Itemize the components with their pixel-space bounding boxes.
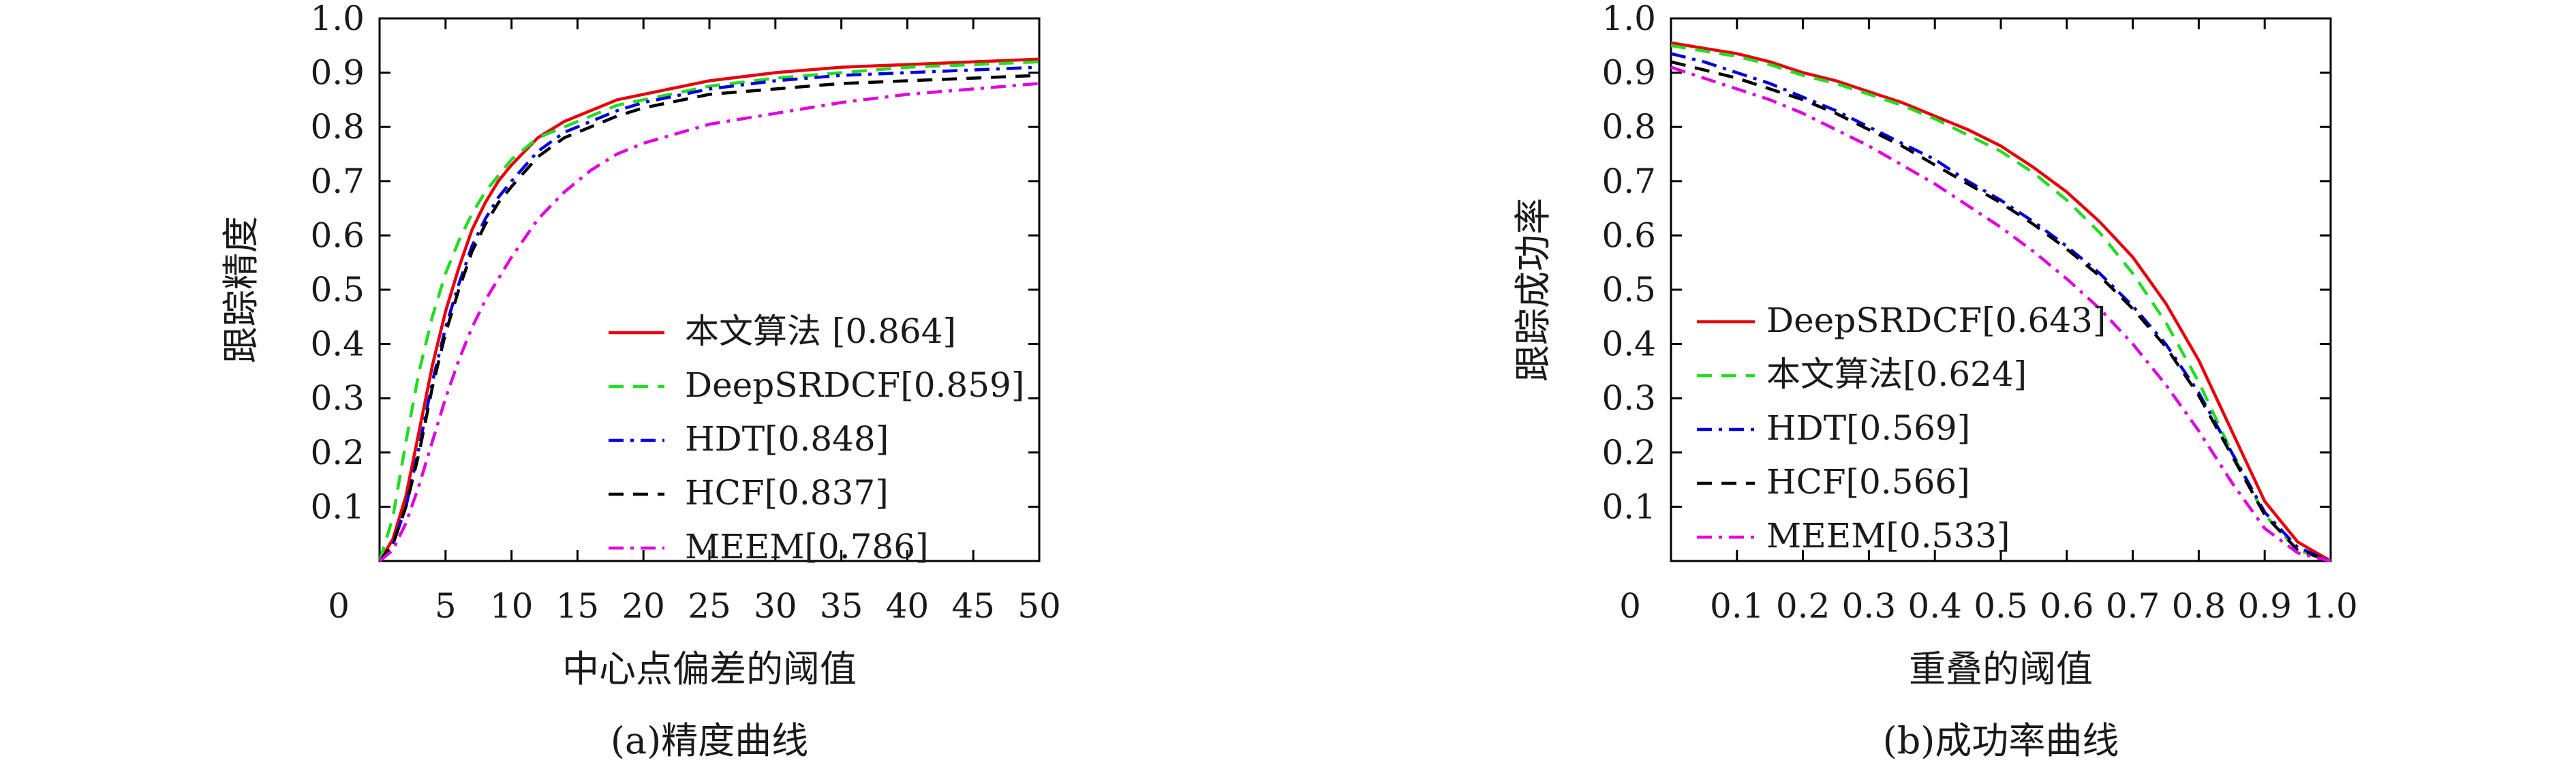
precision-x-tick-label: 0 <box>328 586 350 626</box>
precision-x-tick-label: 10 <box>490 586 534 626</box>
precision-x-tick-label: 20 <box>622 586 665 626</box>
success-y-tick-label: 0.2 <box>1601 433 1656 472</box>
precision-lines <box>378 57 1040 562</box>
success-x-tick-label: 0.7 <box>2106 586 2160 626</box>
precision-y-tick-label: 1.0 <box>310 0 365 38</box>
success-legend-label: HCF[0.566] <box>1766 462 1970 502</box>
success-series-line <box>1670 65 2331 563</box>
precision-legend-label: 本文算法 [0.864] <box>685 312 956 351</box>
success-y-tick-label: 0.9 <box>1601 53 1656 93</box>
success-y-axis-label: 跟踪成功率 <box>1512 198 1554 382</box>
precision-x-tick-label: 25 <box>688 586 731 626</box>
success-y-tick-label: 0.8 <box>1601 107 1656 147</box>
precision-y-tick-label: 0.8 <box>310 107 365 147</box>
precision-series-line <box>378 82 1040 562</box>
precision-legend-label: HCF[0.837] <box>685 473 889 513</box>
success-x-tick-label: 0.4 <box>1907 586 1962 626</box>
precision-y-axis-label: 跟踪精度 <box>219 216 262 363</box>
success-x-tick-label: 0.6 <box>2040 586 2094 626</box>
precision-x-tick-label: 15 <box>556 586 600 626</box>
precision-y-tick-label: 0.3 <box>310 378 365 418</box>
precision-legend-label: HDT[0.848] <box>685 419 889 459</box>
success-x-tick-label: 0.2 <box>1776 586 1830 626</box>
success-series-line <box>1670 41 2332 562</box>
precision-x-axis-label: 中心点偏差的阈值 <box>562 648 857 691</box>
precision-caption: (a)精度曲线 <box>611 719 808 762</box>
precision-series-line <box>378 57 1040 562</box>
success-x-tick-label: 1.0 <box>2303 586 2358 626</box>
success-x-tick-label: 0.9 <box>2237 586 2292 626</box>
success-x-tick-label: 0.5 <box>1974 586 2028 626</box>
precision-y-tick-label: 0.5 <box>310 270 365 309</box>
success-legend-label: HDT[0.569] <box>1766 408 1970 448</box>
success-ticks: 0 0.1 0.2 0.3 0.4 0.5 0.6 0.7 0.8 0.9 1.00.10.20.3… <box>1601 0 2357 626</box>
success-series-line <box>1670 44 2331 563</box>
precision-x-tick-label: 5 <box>435 586 457 626</box>
precision-y-tick-label: 0.2 <box>310 433 365 472</box>
precision-series-line <box>378 65 1040 562</box>
precision-series-line <box>378 74 1040 562</box>
success-caption: (b)成功率曲线 <box>1883 719 2119 762</box>
success-y-tick-label: 0.5 <box>1601 270 1656 309</box>
success-y-tick-label: 0.1 <box>1601 487 1656 526</box>
success-x-axis-label: 重叠的阈值 <box>1909 648 2093 691</box>
success-y-tick-label: 0.4 <box>1601 324 1656 364</box>
precision-x-tick-label: 30 <box>754 586 797 626</box>
success-y-tick-label: 1.0 <box>1601 0 1656 38</box>
success-x-tick-label: 0.1 <box>1710 586 1764 626</box>
success-series-line <box>1670 52 2331 563</box>
precision-y-tick-label: 0.9 <box>310 53 365 93</box>
precision-x-tick-label: 45 <box>951 586 995 626</box>
success-y-tick-label: 0.6 <box>1601 215 1656 255</box>
precision-legend: 本文算法 [0.864] DeepSRDCF[0.859] HDT[0.848] HC… <box>609 312 1024 566</box>
precision-y-tick-label: 0.7 <box>310 162 365 201</box>
precision-chart: 0 5 10 15 20 25 30 35 40 45 50 0.1 0.2 0.3 0.4 0.5 0.6 0.… <box>219 0 1061 762</box>
precision-legend-label: DeepSRDCF[0.859] <box>685 365 1024 405</box>
success-x-tick-label: 0.8 <box>2172 586 2226 626</box>
precision-x-tick-label: 50 <box>1017 586 1061 626</box>
success-rate-chart: 0 0.1 0.2 0.3 0.4 0.5 0.6 0.7 0.8 0.9 1.00.10.20.3… <box>1512 0 2358 762</box>
success-y-tick-label: 0.7 <box>1601 162 1656 201</box>
success-x-tick-label: 0 <box>1619 586 1641 626</box>
precision-legend-label: MEEM[0.786] <box>685 527 929 566</box>
success-lines <box>1670 41 2332 563</box>
success-legend-label: 本文算法[0.624] <box>1766 354 2027 394</box>
precision-x-tick-label: 40 <box>886 586 930 626</box>
precision-series-line <box>378 60 1040 562</box>
precision-ticks: 0 5 10 15 20 25 30 35 40 45 50 0.1 0.2 0.3 0.4 0.5 0.6 0.… <box>310 0 1060 626</box>
precision-y-tick-label: 0.4 <box>310 324 365 364</box>
success-legend-label: DeepSRDCF[0.643] <box>1766 301 2106 340</box>
precision-y-tick-label: 0.6 <box>310 215 365 255</box>
success-legend: DeepSRDCF[0.643] 本文算法[0.624] HDT[0.569] HCF… <box>1697 301 2106 556</box>
precision-y-tick-label: 0.1 <box>310 487 365 526</box>
success-x-tick-label: 0.3 <box>1842 586 1897 626</box>
success-legend-label: MEEM[0.533] <box>1766 516 2010 556</box>
precision-x-tick-label: 35 <box>820 586 863 626</box>
success-y-tick-label: 0.3 <box>1601 378 1656 418</box>
